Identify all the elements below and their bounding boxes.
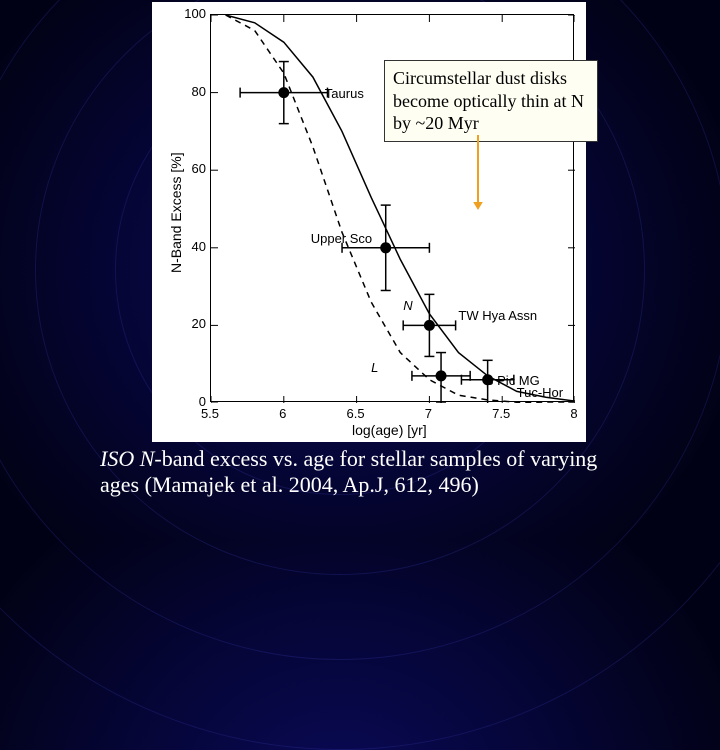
point-label: Taurus: [325, 86, 364, 101]
y-tick-label: 40: [176, 239, 206, 254]
svg-text:N: N: [403, 298, 413, 313]
x-tick-label: 8: [559, 406, 589, 421]
y-tick-label: 20: [176, 316, 206, 331]
point-label: Upper Sco: [311, 231, 372, 246]
svg-text:L: L: [371, 360, 378, 375]
callout-text: Circumstellar dust disks become opticall…: [393, 68, 584, 133]
x-tick-label: 7.5: [486, 406, 516, 421]
x-axis-label: log(age) [yr]: [352, 422, 427, 438]
caption: ISO N-band excess vs. age for stellar sa…: [100, 446, 640, 499]
point-label: Tuc-Hor: [517, 385, 563, 400]
caption-italic: ISO N: [100, 446, 154, 471]
x-tick-label: 7: [413, 406, 443, 421]
y-tick-label: 0: [176, 394, 206, 409]
callout-box: Circumstellar dust disks become opticall…: [384, 60, 598, 142]
y-tick-label: 60: [176, 161, 206, 176]
x-tick-label: 6.5: [341, 406, 371, 421]
y-tick-label: 100: [176, 6, 206, 21]
caption-rest: -band excess vs. age for stellar samples…: [100, 446, 597, 497]
x-tick-label: 6: [268, 406, 298, 421]
callout-arrow: [470, 135, 488, 220]
point-label: TW Hya Assn: [458, 308, 537, 323]
y-tick-label: 80: [176, 84, 206, 99]
